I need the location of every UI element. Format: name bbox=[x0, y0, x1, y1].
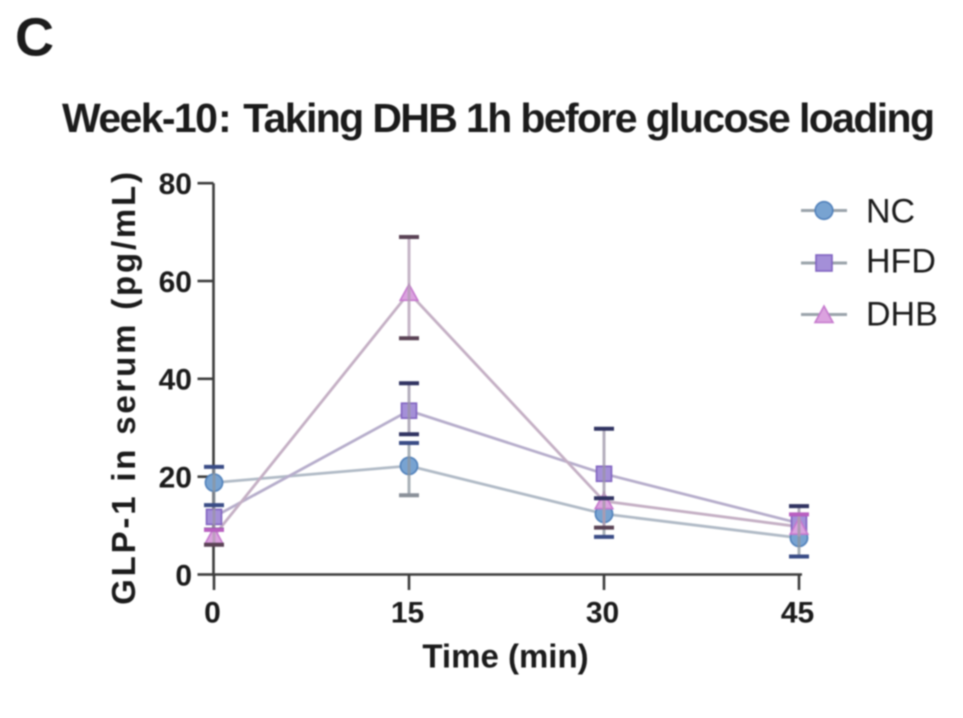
svg-text:NC: NC bbox=[866, 192, 915, 230]
svg-text:C: C bbox=[15, 8, 54, 68]
svg-text:40: 40 bbox=[159, 364, 192, 397]
svg-text:DHB: DHB bbox=[866, 296, 938, 334]
svg-text:15: 15 bbox=[391, 597, 424, 630]
svg-text:45: 45 bbox=[781, 597, 814, 630]
svg-text:Week-10 : Taking DHB 1h befor: Week-10 : Taking DHB 1h before glucose l… bbox=[62, 95, 935, 141]
svg-text:Time (min): Time (min) bbox=[422, 638, 588, 675]
svg-text:GLP-1 in serum (pg/mL): GLP-1 in serum (pg/mL) bbox=[105, 169, 142, 605]
svg-text:0: 0 bbox=[175, 559, 192, 592]
svg-text:60: 60 bbox=[159, 266, 192, 299]
svg-text:HFD: HFD bbox=[866, 243, 936, 281]
svg-text:0: 0 bbox=[204, 597, 221, 630]
svg-text:80: 80 bbox=[159, 168, 192, 201]
svg-text:20: 20 bbox=[159, 462, 192, 495]
svg-text:30: 30 bbox=[586, 597, 619, 630]
